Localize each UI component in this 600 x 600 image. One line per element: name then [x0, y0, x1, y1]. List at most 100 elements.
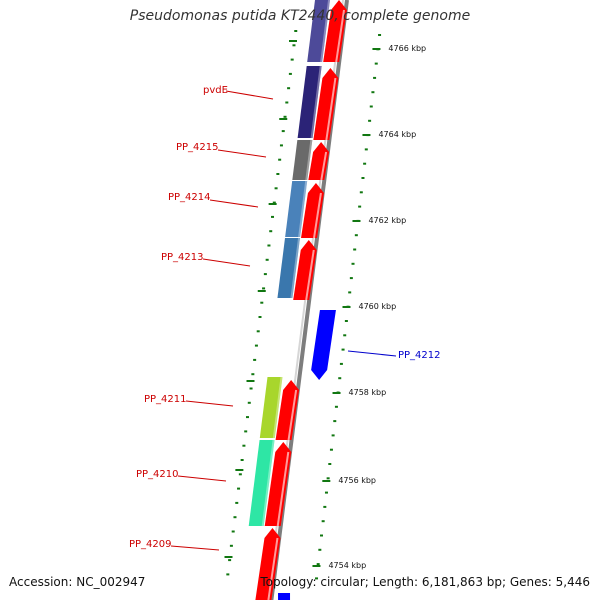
tick-mark-right	[334, 405, 338, 408]
gene-label: PP_4209	[129, 539, 172, 550]
tick-mark-right	[373, 76, 377, 79]
cog-block-steel-blue	[285, 181, 308, 237]
cog-block-purple	[307, 0, 330, 62]
gene-labels: pvdE PP_4215 PP_4214 PP_4213 PP_4212 PP_4211 P…	[129, 85, 441, 551]
tick-mark-right	[318, 548, 322, 551]
reverse-gene-fragment	[278, 593, 291, 600]
tick-mark-left	[245, 416, 249, 419]
cog-block-mint	[248, 440, 275, 526]
tick-mark-left	[283, 115, 287, 118]
cog-block-navy-shade	[310, 66, 322, 138]
tick-mark-right	[339, 362, 343, 365]
forward-gene-shine-5	[305, 249, 315, 301]
tick-mark-right	[343, 334, 347, 337]
gene-label-leader	[217, 149, 267, 158]
tick-mark-right	[338, 377, 342, 380]
tick-mark-right	[368, 119, 372, 122]
cog-block-lime	[259, 377, 283, 438]
cog-block-navy	[297, 66, 322, 138]
major-tick-right	[342, 306, 351, 308]
major-tick-left	[279, 118, 288, 120]
major-tick-left	[257, 290, 266, 292]
gene-label: PP_4210	[136, 469, 179, 480]
scale-ticks	[224, 30, 382, 580]
tick-mark-left	[258, 316, 262, 318]
tick-mark-left	[281, 130, 285, 133]
gene-label: PP_4212	[398, 350, 441, 361]
tick-mark-right	[331, 434, 335, 437]
tick-mark-left	[242, 444, 246, 447]
tick-mark-left	[253, 358, 257, 361]
tick-mark-left	[235, 501, 239, 504]
forward-gene-arrow-1	[323, 0, 347, 62]
cog-block-steel-blue-2	[277, 238, 301, 298]
gene-label: PP_4211	[144, 394, 187, 405]
scale-label: 4754 kbp	[328, 561, 366, 570]
major-tick-left	[246, 380, 255, 382]
forward-gene-shine-8	[267, 537, 279, 600]
tick-mark-right	[329, 448, 333, 451]
tick-mark-right	[319, 534, 323, 537]
tick-mark-right	[348, 291, 352, 294]
tick-mark-left	[238, 473, 242, 476]
tick-mark-left	[274, 187, 278, 190]
tick-mark-right	[323, 505, 327, 508]
tick-mark-left	[272, 201, 276, 204]
tick-mark-right	[321, 520, 325, 523]
cog-block-mint-shade	[261, 440, 275, 526]
tick-mark-right	[378, 34, 382, 36]
tick-mark-right	[316, 563, 320, 566]
gene-label-leader	[177, 475, 227, 482]
scale-label: 4756 kbp	[338, 476, 376, 485]
major-tick-right	[312, 565, 321, 567]
tick-mark-right	[324, 491, 328, 494]
tick-mark-left	[285, 101, 289, 104]
major-tick-right	[352, 220, 361, 222]
tick-mark-right	[361, 177, 365, 179]
tick-mark-right	[326, 477, 330, 480]
tick-mark-left	[228, 559, 232, 562]
cog-track	[248, 0, 330, 526]
reverse-gene-arrow	[311, 310, 336, 380]
major-tick-right	[332, 392, 341, 394]
forward-gene-shine-3	[320, 151, 328, 181]
major-tick-left	[224, 556, 233, 558]
gene-track	[255, 0, 347, 600]
tick-mark-left	[288, 72, 292, 75]
map-title: Pseudomonas putida KT2440, complete geno…	[129, 8, 471, 24]
gene-label-leader	[347, 350, 397, 357]
tick-mark-left	[294, 30, 298, 32]
accession-text: Accession: NC_002947	[9, 575, 146, 589]
tick-mark-right	[344, 320, 348, 322]
scale-label: 4762 kbp	[368, 216, 406, 225]
tick-mark-left	[269, 230, 273, 233]
gene-label: PP_4214	[168, 192, 211, 203]
major-tick-left	[268, 203, 277, 205]
forward-gene-arrow-4	[301, 183, 324, 238]
forward-gene-shine-1	[335, 9, 345, 63]
major-tick-right	[322, 480, 331, 482]
tick-mark-left	[271, 215, 275, 218]
tick-mark-left	[290, 58, 294, 61]
tick-mark-left	[292, 44, 296, 47]
gene-label: PP_4215	[176, 142, 219, 153]
tick-mark-left	[249, 387, 253, 390]
tick-mark-right	[341, 348, 345, 351]
major-tick-left	[289, 40, 297, 42]
gene-label-leader	[185, 400, 234, 407]
tick-mark-right	[353, 248, 357, 251]
topology-text: Topology: circular; Length: 6,181,863 bp…	[260, 575, 590, 589]
tick-mark-left	[226, 573, 230, 576]
tick-mark-right	[354, 234, 358, 237]
cog-block-purple-shade	[320, 0, 330, 62]
tick-mark-right	[359, 191, 363, 194]
tick-mark-left	[267, 244, 271, 247]
tick-mark-right	[351, 262, 355, 265]
scale-label: 4766 kbp	[388, 44, 426, 53]
cog-block-steel-blue-shade	[298, 181, 308, 237]
tick-mark-left	[240, 459, 244, 461]
major-tick-right	[372, 48, 381, 50]
tick-mark-right	[364, 148, 368, 151]
tick-mark-left	[254, 344, 258, 347]
